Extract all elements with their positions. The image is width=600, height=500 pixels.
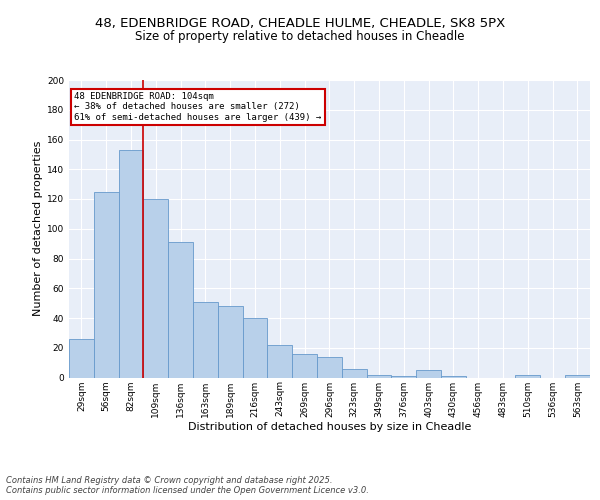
Y-axis label: Number of detached properties: Number of detached properties <box>33 141 43 316</box>
Bar <box>119 150 143 378</box>
Text: Contains HM Land Registry data © Crown copyright and database right 2025.: Contains HM Land Registry data © Crown c… <box>6 476 332 485</box>
Bar <box>268 345 292 378</box>
Bar <box>565 374 590 378</box>
X-axis label: Distribution of detached houses by size in Cheadle: Distribution of detached houses by size … <box>188 422 471 432</box>
Bar <box>342 368 367 378</box>
Bar <box>515 374 540 378</box>
Text: Contains public sector information licensed under the Open Government Licence v3: Contains public sector information licen… <box>6 486 369 495</box>
Bar <box>416 370 441 378</box>
Bar <box>441 376 466 378</box>
Bar <box>94 192 119 378</box>
Bar <box>218 306 242 378</box>
Bar <box>143 199 168 378</box>
Bar <box>193 302 218 378</box>
Text: 48 EDENBRIDGE ROAD: 104sqm
← 38% of detached houses are smaller (272)
61% of sem: 48 EDENBRIDGE ROAD: 104sqm ← 38% of deta… <box>74 92 322 122</box>
Bar <box>69 339 94 378</box>
Text: 48, EDENBRIDGE ROAD, CHEADLE HULME, CHEADLE, SK8 5PX: 48, EDENBRIDGE ROAD, CHEADLE HULME, CHEA… <box>95 18 505 30</box>
Bar <box>242 318 268 378</box>
Bar <box>391 376 416 378</box>
Bar <box>367 374 391 378</box>
Bar <box>317 356 342 378</box>
Bar <box>168 242 193 378</box>
Text: Size of property relative to detached houses in Cheadle: Size of property relative to detached ho… <box>135 30 465 43</box>
Bar <box>292 354 317 378</box>
